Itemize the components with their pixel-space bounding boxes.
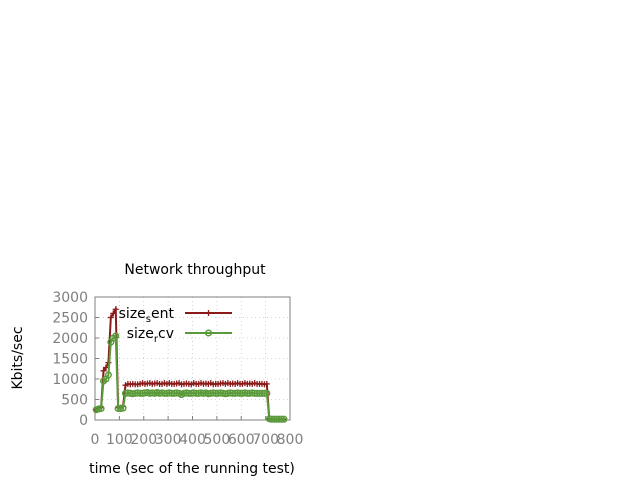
data-point-circle xyxy=(280,415,288,423)
data-point-circle xyxy=(104,371,112,379)
data-point-circle xyxy=(204,329,213,337)
data-point-circle xyxy=(97,404,105,413)
data-point-plus xyxy=(107,314,114,321)
x-tick-label: 300 xyxy=(155,432,182,448)
x-tick-label: 800 xyxy=(277,432,304,448)
plot-frame xyxy=(94,296,291,421)
x-tick-label: 0 xyxy=(91,432,100,448)
y-tick-label: 500 xyxy=(61,393,88,409)
y-tick-label: 1500 xyxy=(52,352,88,368)
x-tick-label: 400 xyxy=(179,432,206,448)
legend-entry: sizercv xyxy=(127,326,232,345)
y-tick-label: 1000 xyxy=(52,372,88,388)
data-point-plus xyxy=(100,367,107,374)
x-tick-label: 600 xyxy=(228,432,255,448)
legend-label: sizercv xyxy=(127,326,174,345)
x-tick-label: 500 xyxy=(204,432,231,448)
y-tick-label: 2500 xyxy=(52,311,88,327)
data-point-plus xyxy=(263,380,270,387)
data-point-circle xyxy=(112,332,120,340)
data-point-circle xyxy=(277,415,286,423)
y-tick-label: 2000 xyxy=(52,331,88,347)
tick-labels: 0 100200300400500600700800050010001500200… xyxy=(52,290,303,448)
legend-entry: sizesent xyxy=(119,306,232,325)
series-size-rcv xyxy=(92,332,288,423)
data-point-circle xyxy=(263,389,271,397)
data-point-plus xyxy=(205,310,212,316)
chart-title: Network throughput xyxy=(124,262,266,278)
data-point-circle xyxy=(119,404,127,412)
legend-label: sizesent xyxy=(119,306,175,325)
series-group xyxy=(92,305,288,423)
y-tick-label: 3000 xyxy=(52,290,88,306)
data-point-circle xyxy=(260,389,268,397)
data-point-plus xyxy=(110,310,117,317)
y-tick-label: 0 xyxy=(79,413,88,429)
data-point-plus xyxy=(112,306,119,313)
x-axis-label: time (sec of the running test) xyxy=(89,461,295,477)
x-tick-label: 100 xyxy=(106,432,133,448)
x-tick-label: 700 xyxy=(252,432,279,448)
x-tick-label: 200 xyxy=(130,432,157,448)
y-axis-label: Kbits/sec xyxy=(10,326,26,389)
